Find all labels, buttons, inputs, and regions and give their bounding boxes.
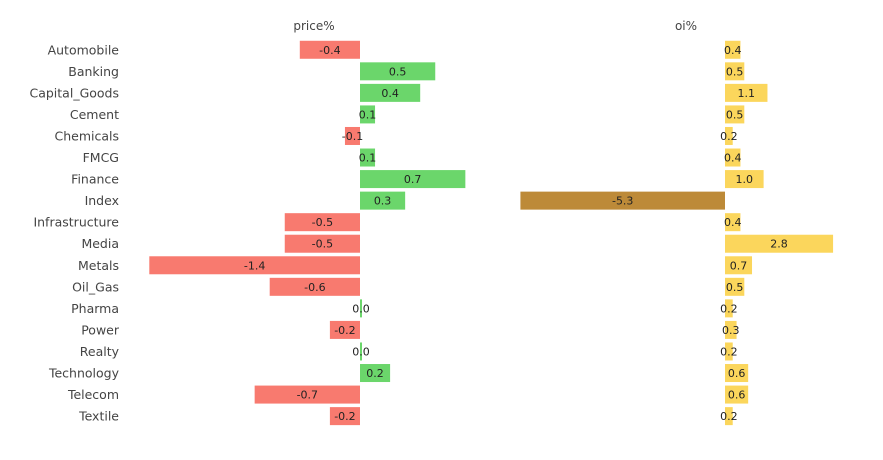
data-label: 0.3 xyxy=(722,324,740,337)
data-label: -0.5 xyxy=(312,238,333,251)
data-label: 0.4 xyxy=(724,216,742,229)
bar xyxy=(360,364,391,383)
bar xyxy=(725,213,741,232)
data-label: 0.7 xyxy=(730,259,748,272)
bar xyxy=(360,191,406,210)
data-label: 1.0 xyxy=(736,173,754,186)
data-label: 0.5 xyxy=(726,108,744,121)
data-label: -0.5 xyxy=(312,216,333,229)
data-label: 0.5 xyxy=(389,65,407,78)
data-label: 0.4 xyxy=(381,87,399,100)
data-label: -1.4 xyxy=(244,259,265,272)
bar xyxy=(360,62,436,81)
category-label: Infrastructure xyxy=(33,215,119,230)
bar xyxy=(360,105,376,124)
category-label: Capital_Goods xyxy=(29,85,119,100)
data-label: 0.6 xyxy=(728,389,746,402)
bar xyxy=(254,385,360,404)
data-label: -0.4 xyxy=(319,44,340,57)
category-label: Media xyxy=(81,236,119,251)
category-label: Oil_Gas xyxy=(72,279,119,294)
data-label: -0.7 xyxy=(297,389,318,402)
category-label: Realty xyxy=(80,344,120,359)
data-label: 0.6 xyxy=(728,367,746,380)
bar xyxy=(725,364,749,383)
bar xyxy=(360,342,362,361)
category-label: Textile xyxy=(78,409,119,424)
bar xyxy=(329,320,360,339)
category-label: Technology xyxy=(48,366,120,381)
data-label: 0.2 xyxy=(720,410,738,423)
data-label: 0.0 xyxy=(352,302,370,315)
data-label: 2.8 xyxy=(770,238,788,251)
bar xyxy=(725,299,733,318)
data-label: 0.1 xyxy=(359,152,377,165)
data-label: -0.2 xyxy=(334,324,355,337)
bar xyxy=(725,148,741,167)
bar xyxy=(360,148,376,167)
bar xyxy=(299,40,360,59)
panel-title: oi% xyxy=(675,19,697,33)
bar xyxy=(725,277,745,296)
category-label: Telecom xyxy=(67,387,119,402)
bar xyxy=(725,83,768,102)
category-label: Pharma xyxy=(71,301,119,316)
bar xyxy=(360,299,362,318)
bar xyxy=(725,62,745,81)
data-label: 0.3 xyxy=(374,195,392,208)
category-label: Cement xyxy=(70,107,119,122)
data-label: -0.1 xyxy=(342,130,363,143)
category-label: Finance xyxy=(71,172,119,187)
bar xyxy=(344,126,360,145)
data-label: -0.2 xyxy=(334,410,355,423)
bar xyxy=(725,320,737,339)
bar xyxy=(725,256,753,275)
data-label: 0.5 xyxy=(726,281,744,294)
bar xyxy=(725,385,749,404)
data-label: 0.4 xyxy=(724,152,742,165)
bar xyxy=(725,126,733,145)
bar xyxy=(725,170,764,189)
bar xyxy=(725,342,733,361)
category-label: Power xyxy=(81,322,120,337)
bar xyxy=(520,191,725,210)
bar xyxy=(360,83,421,102)
category-label: Automobile xyxy=(48,42,120,57)
data-label: 0.4 xyxy=(724,44,742,57)
bar xyxy=(360,170,466,189)
panel-title: price% xyxy=(293,19,334,33)
data-label: 0.7 xyxy=(404,173,422,186)
data-label: 0.1 xyxy=(359,108,377,121)
bar xyxy=(725,407,733,426)
data-label: -5.3 xyxy=(612,195,633,208)
data-label: 0.2 xyxy=(720,345,738,358)
bar xyxy=(725,40,741,59)
category-label: Banking xyxy=(68,64,119,79)
category-label: Metals xyxy=(78,258,119,273)
bar xyxy=(149,256,360,275)
bar xyxy=(284,213,360,232)
category-label: FMCG xyxy=(83,150,119,165)
data-label: -0.6 xyxy=(304,281,325,294)
bar xyxy=(725,234,834,253)
data-label: 0.5 xyxy=(726,65,744,78)
data-label: 0.0 xyxy=(352,345,370,358)
data-label: 1.1 xyxy=(737,87,755,100)
category-label: Index xyxy=(85,193,119,208)
category-label: Chemicals xyxy=(54,128,119,143)
bar xyxy=(284,234,360,253)
bar xyxy=(725,105,745,124)
data-label: 0.2 xyxy=(366,367,384,380)
data-label: 0.2 xyxy=(720,130,738,143)
bar xyxy=(269,277,360,296)
data-label: 0.2 xyxy=(720,302,738,315)
bar xyxy=(329,407,360,426)
